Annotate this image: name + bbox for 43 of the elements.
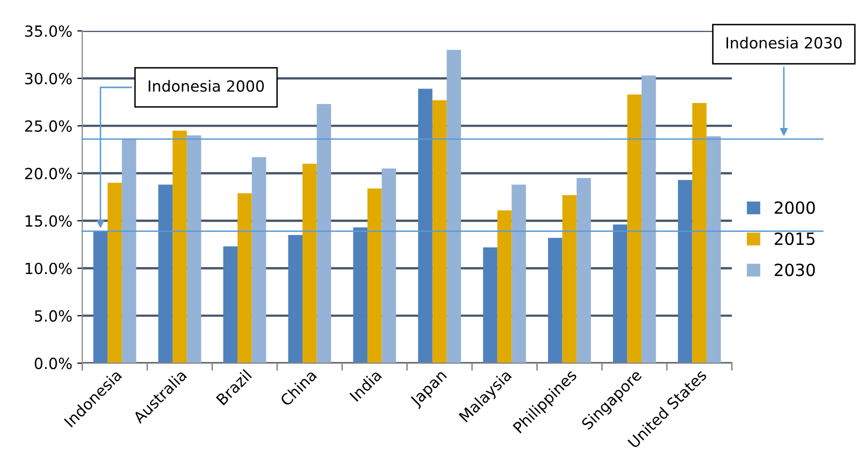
bar [642,76,656,364]
bar [316,104,332,364]
legend-label: 2015 [774,232,815,246]
ref-line-label: Indonesia 2030 [726,36,842,49]
bar [446,50,461,364]
y-tick-label: 15.0% [26,215,72,227]
bar [158,184,173,364]
bar [692,103,707,364]
bar [252,157,266,364]
bar [172,130,187,364]
bar [93,231,108,364]
y-tick-label: 10.0% [26,262,72,274]
bar [108,182,122,364]
bar [288,235,302,364]
y-tick-label: 35.0% [25,25,72,37]
bar [576,178,591,364]
legend-label: 2000 [774,201,815,214]
bar [302,164,317,364]
bar [678,180,692,364]
bar [382,168,396,364]
bar [432,100,447,364]
bar [497,210,512,364]
y-tick-label: 30.0% [25,72,72,84]
y-tick-label: 5.0% [34,310,72,322]
bar [706,136,721,364]
bar [122,139,136,364]
bar [418,88,432,364]
bar [627,94,642,364]
bar [483,247,498,364]
bar [238,193,252,364]
y-tick-label: 25.0% [25,120,72,132]
bar [613,224,628,364]
bar [186,135,202,364]
legend-label: 2030 [774,264,815,276]
bar [562,195,577,364]
bar [223,246,238,364]
y-tick-label: 20.0% [25,168,72,180]
y-tick-label: 0.0% [34,358,72,370]
bar [512,184,526,364]
bar [367,188,382,364]
bar [548,238,562,364]
bar [353,227,368,364]
ref-line-label: Indonesia 2000 [148,80,264,92]
